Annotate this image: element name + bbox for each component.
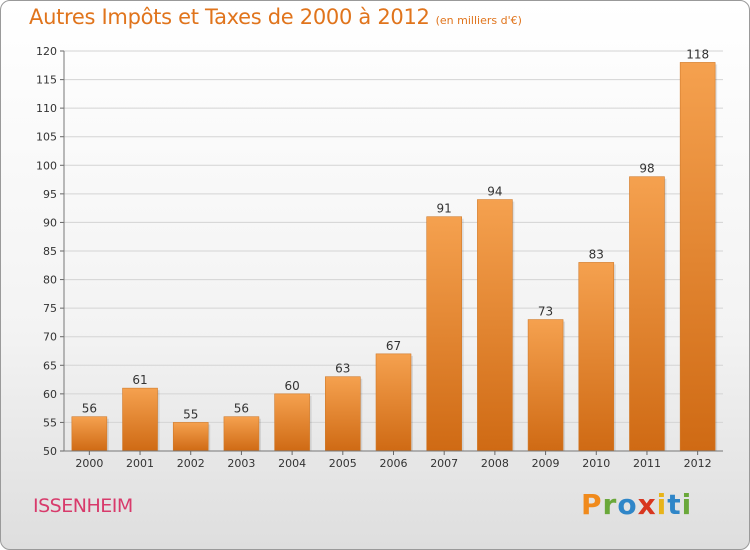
town-name: ISSENHEIM xyxy=(33,495,133,517)
x-tick-label: 2011 xyxy=(633,457,661,470)
logo-letter: t xyxy=(667,488,682,521)
bar-value-label: 67 xyxy=(386,339,401,353)
x-tick-label: 2004 xyxy=(278,457,306,470)
x-tick-label: 2012 xyxy=(684,457,712,470)
y-tick-label: 115 xyxy=(36,74,57,87)
y-tick-label: 80 xyxy=(43,274,57,287)
bar-value-label: 55 xyxy=(183,407,198,421)
bar-value-label: 98 xyxy=(639,162,654,176)
logo-letter: i xyxy=(681,488,693,521)
bar-value-label: 61 xyxy=(132,373,147,387)
x-tick-label: 2008 xyxy=(481,457,509,470)
bar xyxy=(325,376,361,452)
chart-title-block: Autres Impôts et Taxes de 2000 à 2012 (en… xyxy=(29,5,522,29)
bar-value-label: 94 xyxy=(487,185,502,199)
bar xyxy=(71,416,108,452)
y-tick-label: 70 xyxy=(43,331,57,344)
bar xyxy=(172,422,209,452)
x-tick-label: 2003 xyxy=(227,457,255,470)
y-tick-label: 90 xyxy=(43,216,57,229)
bar xyxy=(274,393,310,452)
bars xyxy=(71,62,718,452)
logo-letter: r xyxy=(602,488,618,521)
bar xyxy=(629,176,665,452)
x-tick-label: 2010 xyxy=(582,457,610,470)
bar xyxy=(223,416,260,452)
bar xyxy=(375,353,412,452)
bar xyxy=(527,319,564,452)
y-tick-label: 110 xyxy=(36,102,57,115)
y-tick-label: 75 xyxy=(43,302,57,315)
bar-value-label: 73 xyxy=(538,305,553,319)
x-tick-label: 2009 xyxy=(532,457,560,470)
bar-value-label: 60 xyxy=(284,379,299,393)
logo-letter: o xyxy=(617,488,638,521)
x-tick-label: 2007 xyxy=(430,457,458,470)
bar xyxy=(477,199,513,452)
proxiti-logo[interactable]: Proxiti xyxy=(581,488,692,521)
y-tick-label: 105 xyxy=(36,131,57,144)
y-tick-label: 120 xyxy=(36,45,57,58)
x-tick-label: 2005 xyxy=(329,457,357,470)
bar-value-label: 56 xyxy=(234,402,249,416)
y-tick-label: 55 xyxy=(43,416,57,429)
bar xyxy=(426,216,462,452)
y-tick-label: 65 xyxy=(43,359,57,372)
logo-letter: i xyxy=(656,488,668,521)
labels: 50 55 60 65 70 75 80 85 90 95 100 105 110 115 120 56 200… xyxy=(36,45,712,470)
x-tick-label: 2000 xyxy=(75,457,103,470)
bar xyxy=(679,62,716,452)
bar-value-label: 118 xyxy=(686,47,709,61)
axes xyxy=(60,50,723,455)
y-tick-label: 50 xyxy=(43,445,57,458)
logo-letter: x xyxy=(637,488,657,521)
chart-subtitle: (en milliers d'€) xyxy=(435,14,522,27)
bar-value-label: 83 xyxy=(589,247,604,261)
bar-value-label: 63 xyxy=(335,362,350,376)
bar-value-label: 56 xyxy=(82,402,97,416)
x-tick-label: 2006 xyxy=(380,457,408,470)
x-tick-label: 2001 xyxy=(126,457,154,470)
x-tick-label: 2002 xyxy=(177,457,205,470)
y-tick-label: 85 xyxy=(43,245,57,258)
bar-value-label: 91 xyxy=(437,202,452,216)
y-tick-label: 95 xyxy=(43,188,57,201)
bar xyxy=(122,387,158,452)
chart-title: Autres Impôts et Taxes de 2000 à 2012 xyxy=(29,5,430,29)
logo-letter: P xyxy=(581,488,603,521)
y-tick-label: 100 xyxy=(36,159,57,172)
bar xyxy=(578,262,615,452)
y-tick-label: 60 xyxy=(43,388,57,401)
